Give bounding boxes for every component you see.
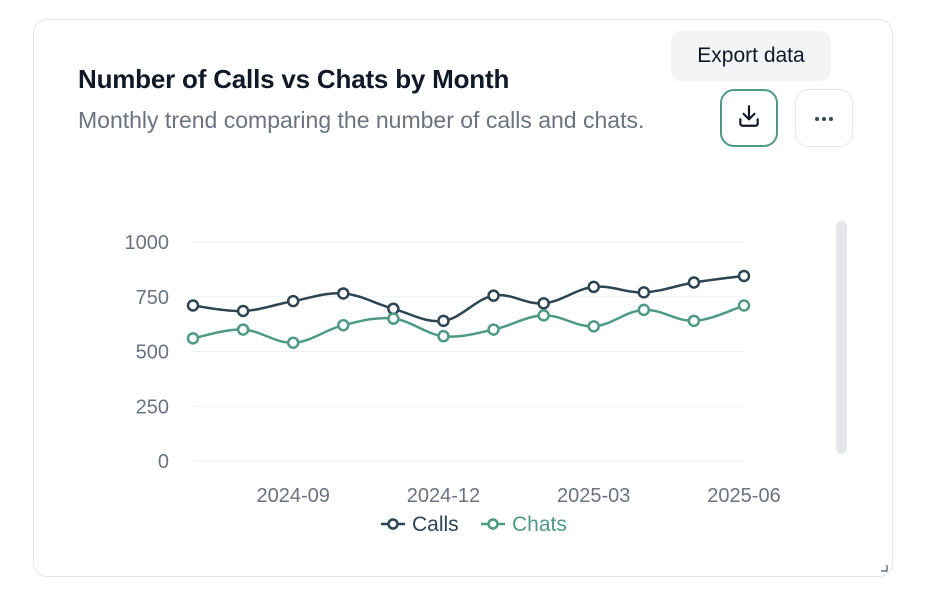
chats-data-point [337,318,350,332]
y-tick-label: 250 [136,396,169,418]
chart-card: Number of Calls vs Chats by Month Monthl… [33,19,893,577]
calls-legend-marker-dot [387,518,399,530]
download-icon [736,103,762,134]
chats-data-point [587,320,600,333]
calls-data-point [286,294,300,308]
download-button[interactable] [720,89,778,147]
x-tick-label: 2025-03 [557,485,630,507]
chats-data-point [236,323,250,336]
chats-data-point [487,323,500,336]
calls-legend-label: Calls [412,513,459,536]
chart-subtitle: Monthly trend comparing the number of ca… [78,107,645,133]
y-tick-label: 1000 [125,232,170,254]
chats-data-point [687,314,701,328]
y-tick-label: 750 [136,287,169,309]
chats-data-point [637,303,651,317]
chats-data-point [186,332,200,345]
calls-data-point [587,280,600,294]
x-tick-label: 2024-12 [407,485,480,507]
resize-handle-icon[interactable] [880,564,888,572]
chats-series-line [192,304,745,344]
chats-data-point [286,336,300,349]
calls-data-point [236,304,250,318]
calls-data-point [487,289,500,302]
calls-data-point [637,286,651,299]
y-tick-label: 0 [158,451,169,473]
calls-data-point [537,297,550,310]
x-tick-label: 2024-09 [256,485,329,507]
chats-data-point [537,309,550,322]
line-chart: 0 250 500 750 1000 2024-09 2024-12 2025-03 2025-… [125,232,781,536]
calls-data-point [387,302,400,316]
y-tick-label: 500 [136,342,169,364]
calls-data-point [337,287,350,300]
calls-data-point [737,269,751,283]
scrollbar[interactable] [836,221,847,454]
calls-data-point [437,314,450,328]
chats-data-point [387,312,400,325]
chats-data-point [437,329,450,343]
chats-legend-marker-dot [487,518,499,530]
chats-data-point [737,299,751,312]
calls-series-line [192,274,745,323]
more-options-button[interactable] [795,89,853,147]
chats-legend-label: Chats [512,513,567,536]
calls-data-point [186,299,200,312]
calls-data-point [687,276,701,289]
more-horizontal-icon [813,109,835,127]
x-tick-label: 2025-06 [707,485,780,507]
export-data-tooltip: Export data [671,31,831,81]
chart-title: Number of Calls vs Chats by Month [78,64,510,94]
